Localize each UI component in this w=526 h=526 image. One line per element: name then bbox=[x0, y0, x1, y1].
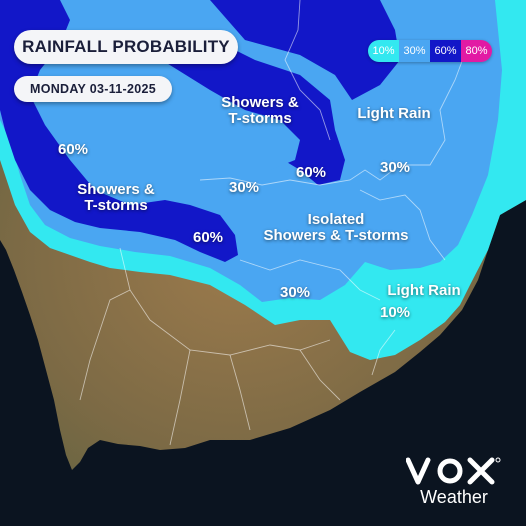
region-label-isolated-showers: Isolated Showers & T-storms bbox=[263, 211, 409, 244]
pct-label-central-30: 30% bbox=[229, 179, 260, 196]
prob-60-zone-west bbox=[0, 0, 238, 262]
pct-label-south-30: 30% bbox=[280, 284, 311, 301]
pct-label-ne-30: 30% bbox=[380, 159, 411, 176]
vox-weather-logo: Weather bbox=[405, 456, 502, 508]
logo-text: Weather bbox=[420, 487, 488, 507]
forecast-date: MONDAY 03-11-2025 bbox=[14, 76, 172, 102]
region-label-showers-west: Showers & T-storms bbox=[77, 181, 155, 214]
region-label-light-rain-e: Light Rain bbox=[387, 282, 461, 299]
map-title: RAINFALL PROBABILITY bbox=[14, 30, 238, 64]
legend-swatch-30: 30% bbox=[399, 40, 430, 62]
pct-label-central-north-60: 60% bbox=[296, 164, 327, 181]
region-label-light-rain-ne: Light Rain bbox=[357, 105, 431, 122]
legend-swatch-60: 60% bbox=[430, 40, 461, 62]
region-label-showers-north: Showers & T-storms bbox=[221, 94, 299, 127]
province-borders bbox=[79, 0, 471, 446]
pct-label-west-60: 60% bbox=[58, 141, 89, 158]
pct-label-east-10: 10% bbox=[380, 304, 411, 321]
legend-swatch-10: 10% bbox=[368, 40, 399, 62]
pct-label-central-60: 60% bbox=[193, 229, 224, 246]
vox-logo-mark bbox=[405, 457, 501, 485]
prob-60-zone-north bbox=[110, 0, 400, 185]
probability-legend: 10% 30% 60% 80% bbox=[368, 40, 492, 62]
legend-swatch-80: 80% bbox=[461, 40, 492, 62]
